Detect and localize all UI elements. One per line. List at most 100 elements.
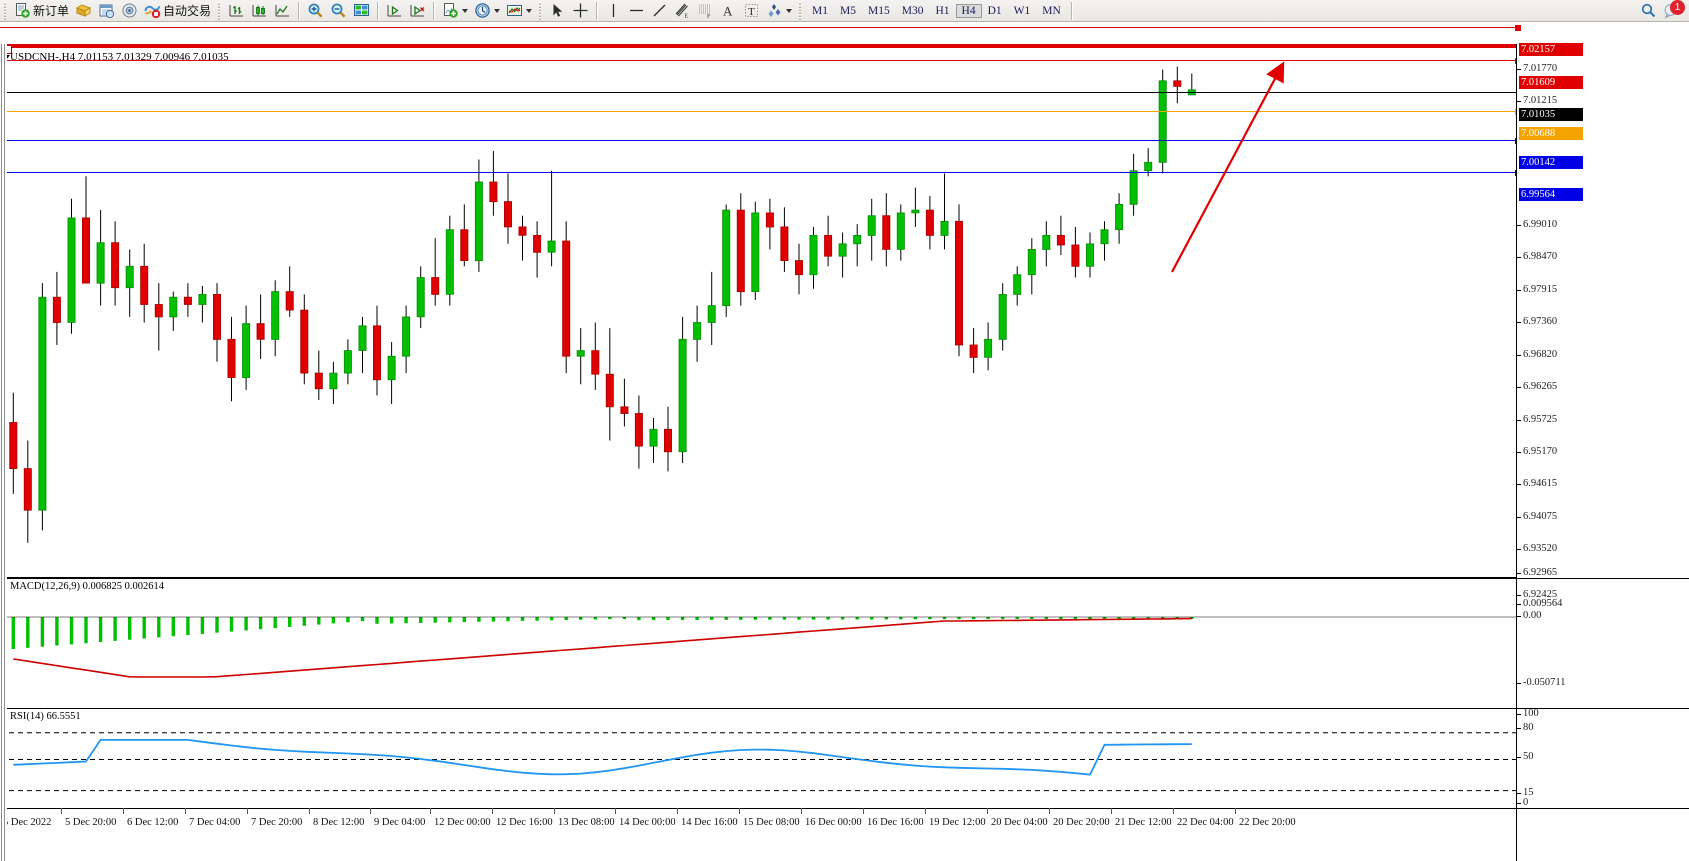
hline-resistance-upper[interactable] (0, 25, 1521, 31)
time-axis-label: 14 Dec 16:00 (681, 817, 738, 828)
price-tick-mark (1517, 322, 1521, 323)
toolbar-grip-4[interactable] (798, 1, 804, 20)
navigator-button[interactable] (118, 1, 141, 21)
price-badge[interactable]: 7.02157 (1519, 43, 1583, 56)
macd-pane[interactable]: MACD(12,26,9) 0.006825 0.002614 (0, 578, 1517, 709)
chart-shift-button[interactable] (383, 1, 406, 21)
chart-area[interactable]: USDCNH-,H4 7.01153 7.01329 7.00946 7.010… (0, 22, 1689, 861)
price-tick-label: 0.009564 (1523, 598, 1563, 609)
hline-support-lower[interactable] (0, 170, 1521, 176)
price-tick-mark (1517, 595, 1521, 596)
timeframe-m5[interactable]: M5 (840, 4, 856, 17)
hline-pivot[interactable] (0, 109, 1521, 115)
timeframe-m1[interactable]: M1 (812, 4, 829, 17)
chevron-down-icon-3[interactable] (526, 8, 533, 13)
zoom-in-button[interactable] (304, 1, 327, 21)
new-order-icon (14, 2, 31, 19)
hline-current-price[interactable] (0, 92, 1517, 93)
price-badge[interactable]: 7.00142 (1519, 156, 1583, 169)
cursor-tool-button[interactable] (546, 1, 569, 21)
price-tick-mark (1517, 484, 1521, 485)
time-axis-tick (309, 808, 310, 814)
price-tick-mark (1517, 683, 1521, 684)
new-order-label: 新订单 (33, 4, 70, 18)
price-tick-label: 6.96265 (1523, 381, 1558, 392)
price-tick-mark (1517, 225, 1521, 226)
price-tick-mark (1517, 757, 1521, 758)
time-axis-label: 15 Dec 08:00 (743, 817, 800, 828)
auto-trading-icon (144, 2, 161, 19)
timeframe-m30[interactable]: M30 (901, 4, 924, 17)
chevron-down-icon-4[interactable] (786, 8, 793, 13)
text-tool-button[interactable]: A (717, 1, 740, 21)
alerts-button[interactable]: 1 (1660, 0, 1685, 21)
price-pane[interactable] (0, 22, 1521, 578)
tile-windows-icon (353, 2, 370, 19)
fibonacci-icon: F (697, 2, 714, 19)
auto-scroll-button[interactable] (406, 1, 429, 21)
time-axis-label: 6 Dec 12:00 (127, 817, 179, 828)
price-tick-label: 7.01770 (1523, 63, 1558, 74)
equidistant-channel-icon: E (674, 2, 691, 19)
chevron-down-icon[interactable] (462, 8, 469, 13)
timeframe-mn[interactable]: MN (1042, 4, 1061, 17)
auto-trading-label: 自动交易 (163, 4, 212, 18)
fibonacci-tool-button[interactable]: F (694, 1, 717, 21)
price-badge[interactable]: 7.01035 (1519, 108, 1583, 121)
hline-handle[interactable] (1515, 25, 1521, 31)
bar-chart-button[interactable] (225, 1, 248, 21)
price-badge[interactable]: 7.01609 (1519, 76, 1583, 89)
line-chart-button[interactable] (271, 1, 294, 21)
time-axis[interactable]: 5 Dec 2022 5 Dec 20:00 6 Dec 12:00 7 Dec 04… (0, 808, 1517, 861)
price-tick-label: 6.95725 (1523, 414, 1558, 425)
new-chart-button[interactable] (439, 1, 471, 21)
trendline-tool-button[interactable] (648, 1, 671, 21)
toolbar-grip-3[interactable] (538, 1, 544, 20)
candlestick-chart-icon (251, 2, 268, 19)
rsi-series (0, 732, 1517, 792)
shapes-tool-button[interactable] (763, 1, 795, 21)
price-tick-mark (1517, 728, 1521, 729)
vertical-line-tool-button[interactable] (602, 1, 625, 21)
time-axis-label: 7 Dec 04:00 (189, 817, 241, 828)
timeframe-h1[interactable]: H1 (935, 4, 950, 17)
tile-windows-button[interactable] (350, 1, 373, 21)
timeframe-m15[interactable]: M15 (868, 4, 890, 17)
price-tick-label: 6.94615 (1523, 478, 1558, 489)
templates-button[interactable] (503, 1, 535, 21)
time-axis-tick (801, 808, 802, 814)
toolbar-grip-2[interactable] (217, 1, 223, 20)
price-badge[interactable]: 7.00688 (1519, 127, 1583, 140)
price-axis[interactable]: 7.02157 7.01770 7.01609 7.01215 7.01035 7.006… (1516, 43, 1689, 861)
price-tick-label: 6.94075 (1523, 511, 1558, 522)
zoom-out-button[interactable] (327, 1, 350, 21)
timeframe-w1[interactable]: W1 (1013, 4, 1031, 17)
navigator-icon (121, 2, 138, 19)
time-axis-label: 5 Dec 2022 (3, 817, 52, 828)
text-box-tool-button[interactable]: T (740, 1, 763, 21)
chart-properties-button[interactable] (72, 1, 95, 21)
data-window-button[interactable] (95, 1, 118, 21)
hline-support-upper[interactable] (0, 138, 1521, 144)
chart-left-rail[interactable] (0, 44, 7, 861)
time-axis-tick (739, 808, 740, 814)
toolbar-grip[interactable] (3, 1, 8, 20)
search-button[interactable] (1637, 1, 1660, 21)
equidistant-channel-tool-button[interactable]: E (671, 1, 694, 21)
price-tick-label: 6.98470 (1523, 251, 1558, 262)
rsi-pane[interactable]: RSI(14) 66.5551 (0, 708, 1517, 809)
hline-resistance-lower[interactable] (0, 58, 1521, 64)
axis-pane-separator (1517, 808, 1689, 809)
crosshair-tool-button[interactable] (569, 1, 592, 21)
price-tick-label: 15 (1523, 787, 1534, 798)
horizontal-line-tool-button[interactable] (625, 1, 648, 21)
price-badge[interactable]: 6.99564 (1519, 188, 1583, 201)
timeframe-d1[interactable]: D1 (987, 4, 1002, 17)
candlestick-chart-button[interactable] (248, 1, 271, 21)
auto-trading-button[interactable]: 自动交易 (141, 1, 214, 21)
period-separator-button[interactable] (471, 1, 503, 21)
price-tick-mark (1517, 573, 1521, 574)
new-order-button[interactable]: 新订单 (11, 1, 72, 21)
timeframe-h4[interactable]: H4 (955, 3, 982, 18)
chevron-down-icon-2[interactable] (494, 8, 501, 13)
